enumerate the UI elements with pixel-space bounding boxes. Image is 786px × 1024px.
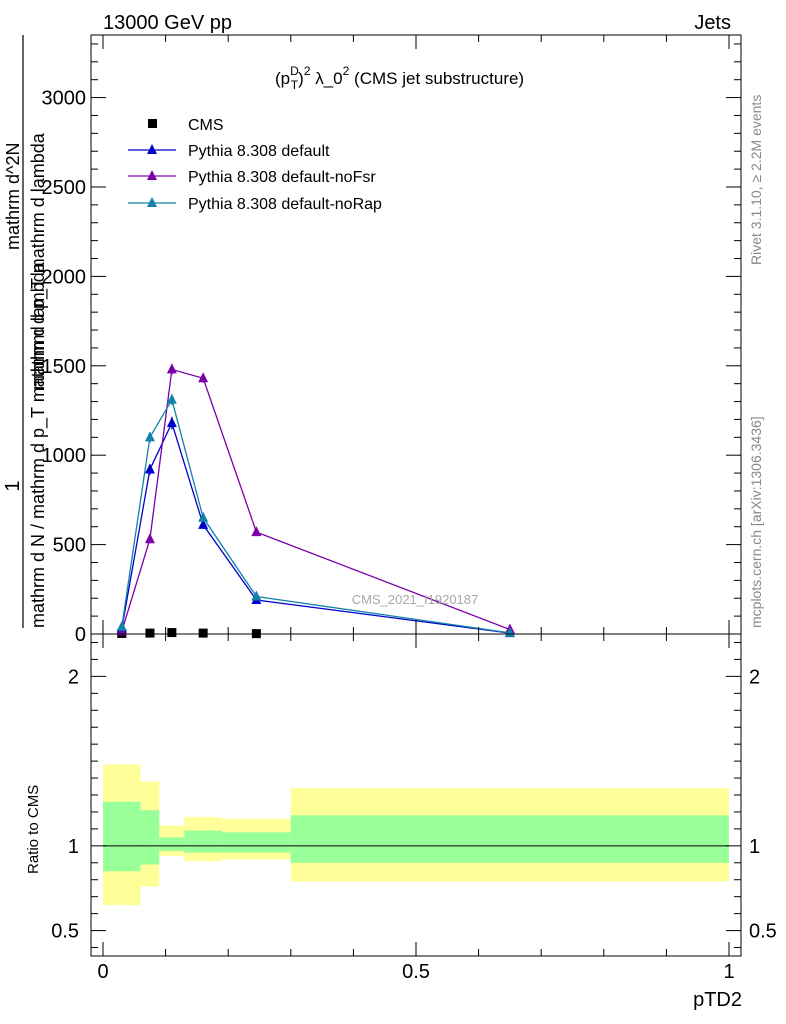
ratio-y-tick-label-right: 0.5 <box>749 921 777 943</box>
uncertainty-band-inner <box>140 810 160 865</box>
y-label-num-line1: mathrm d^2N <box>3 143 23 250</box>
title-part-b: ) <box>298 69 304 88</box>
x-tick-label: 0.5 <box>402 961 430 983</box>
series-line-noFsr <box>121 368 511 632</box>
marker-noFsr <box>198 372 209 383</box>
series-line-default <box>121 421 510 634</box>
rivet-version-label: Rivet 3.1.10, ≥ 2.2M events <box>748 95 764 265</box>
y-tick-label: 2000 <box>42 266 87 288</box>
title-sup-2a: 2 <box>304 64 311 78</box>
y-label-denominator: mathrm d N / mathrm d p_T mathrm d lambd… <box>28 261 49 628</box>
uncertainty-band-inner <box>103 801 141 872</box>
marker-noFsr <box>251 526 262 537</box>
legend-label-nofsr: Pythia 8.308 default-noFsr <box>188 169 376 186</box>
series-line-noRap <box>121 398 510 634</box>
title-sup-2b: 2 <box>343 64 350 78</box>
y-tick-label: 2500 <box>42 177 87 199</box>
y-tick-label: 1000 <box>42 445 87 467</box>
y-label-numerator: 1 <box>2 480 24 491</box>
ratio-y-tick-label-left: 0.5 <box>51 921 79 943</box>
uncertainty-band-inner <box>290 815 729 863</box>
marker-default <box>166 417 177 428</box>
legend-marker-default <box>147 144 157 154</box>
cms-data-point <box>198 628 208 638</box>
marker-noRap <box>198 511 209 522</box>
x-axis-label: pTD2 <box>693 989 742 1011</box>
y-tick-label: 0 <box>75 624 86 646</box>
title-sub-t: T <box>291 78 299 92</box>
marker-noFsr <box>166 363 177 374</box>
legend-marker-cms <box>148 119 157 128</box>
legend-label-cms: CMS <box>188 117 224 134</box>
uncertainty-band-inner <box>184 830 222 853</box>
title-part-c: λ_0 <box>311 69 343 88</box>
chart-title: (pD T)2 λ_02 (CMS jet substructure) <box>275 64 524 92</box>
y-tick-label: 500 <box>53 535 86 557</box>
ratio-y-label: Ratio to CMS <box>25 785 42 874</box>
ratio-y-tick-label-left: 1 <box>68 836 79 858</box>
title-sup-d: D <box>290 64 299 78</box>
ratio-y-tick-label-right: 2 <box>749 666 760 688</box>
marker-noFsr <box>144 533 155 544</box>
uncertainty-band-inner <box>159 837 185 851</box>
x-tick-label: 0 <box>97 961 108 983</box>
y-tick-label: 1500 <box>42 356 87 378</box>
analysis-watermark: CMS_2021_I1920187 <box>352 592 479 607</box>
title-part-a: (p <box>275 69 290 88</box>
cms-data-point <box>145 628 155 638</box>
header-left: 13000 GeV pp <box>103 12 232 34</box>
ratio-plot-panel: 0.5 0.5 1 1 2 2 0 0.5 1 Ratio to CMS pTD2 <box>25 633 777 1011</box>
legend-marker-norap <box>147 197 157 207</box>
y-tick-label: 3000 <box>42 88 87 110</box>
y-label-num-line2: mathrm d p_T mathrm d lambda <box>28 132 49 390</box>
marker-noRap <box>144 431 155 442</box>
legend-marker-nofsr <box>147 170 157 180</box>
mcplots-label: mcplots.cern.ch [arXiv:1306.3436] <box>748 416 764 628</box>
marker-default <box>144 463 155 474</box>
marker-default <box>198 518 209 529</box>
header-right: Jets <box>694 12 731 34</box>
ratio-y-tick-label-right: 1 <box>749 836 760 858</box>
legend-label-norap: Pythia 8.308 default-noRap <box>188 196 382 213</box>
title-part-d: (CMS jet substructure) <box>349 69 524 88</box>
uncertainty-band-inner <box>221 832 291 853</box>
y-axis-label: 1 mathrm d N / mathrm d p_T mathrm d lam… <box>2 35 49 628</box>
x-tick-label: 1 <box>723 961 734 983</box>
legend-label-default: Pythia 8.308 default <box>188 143 330 160</box>
marker-noRap <box>251 590 262 601</box>
legend: CMS Pythia 8.308 default Pythia 8.308 de… <box>128 117 382 213</box>
marker-noRap <box>116 620 127 631</box>
cms-data-point <box>167 628 177 638</box>
marker-noRap <box>166 393 177 404</box>
ratio-y-tick-label-left: 2 <box>68 666 79 688</box>
